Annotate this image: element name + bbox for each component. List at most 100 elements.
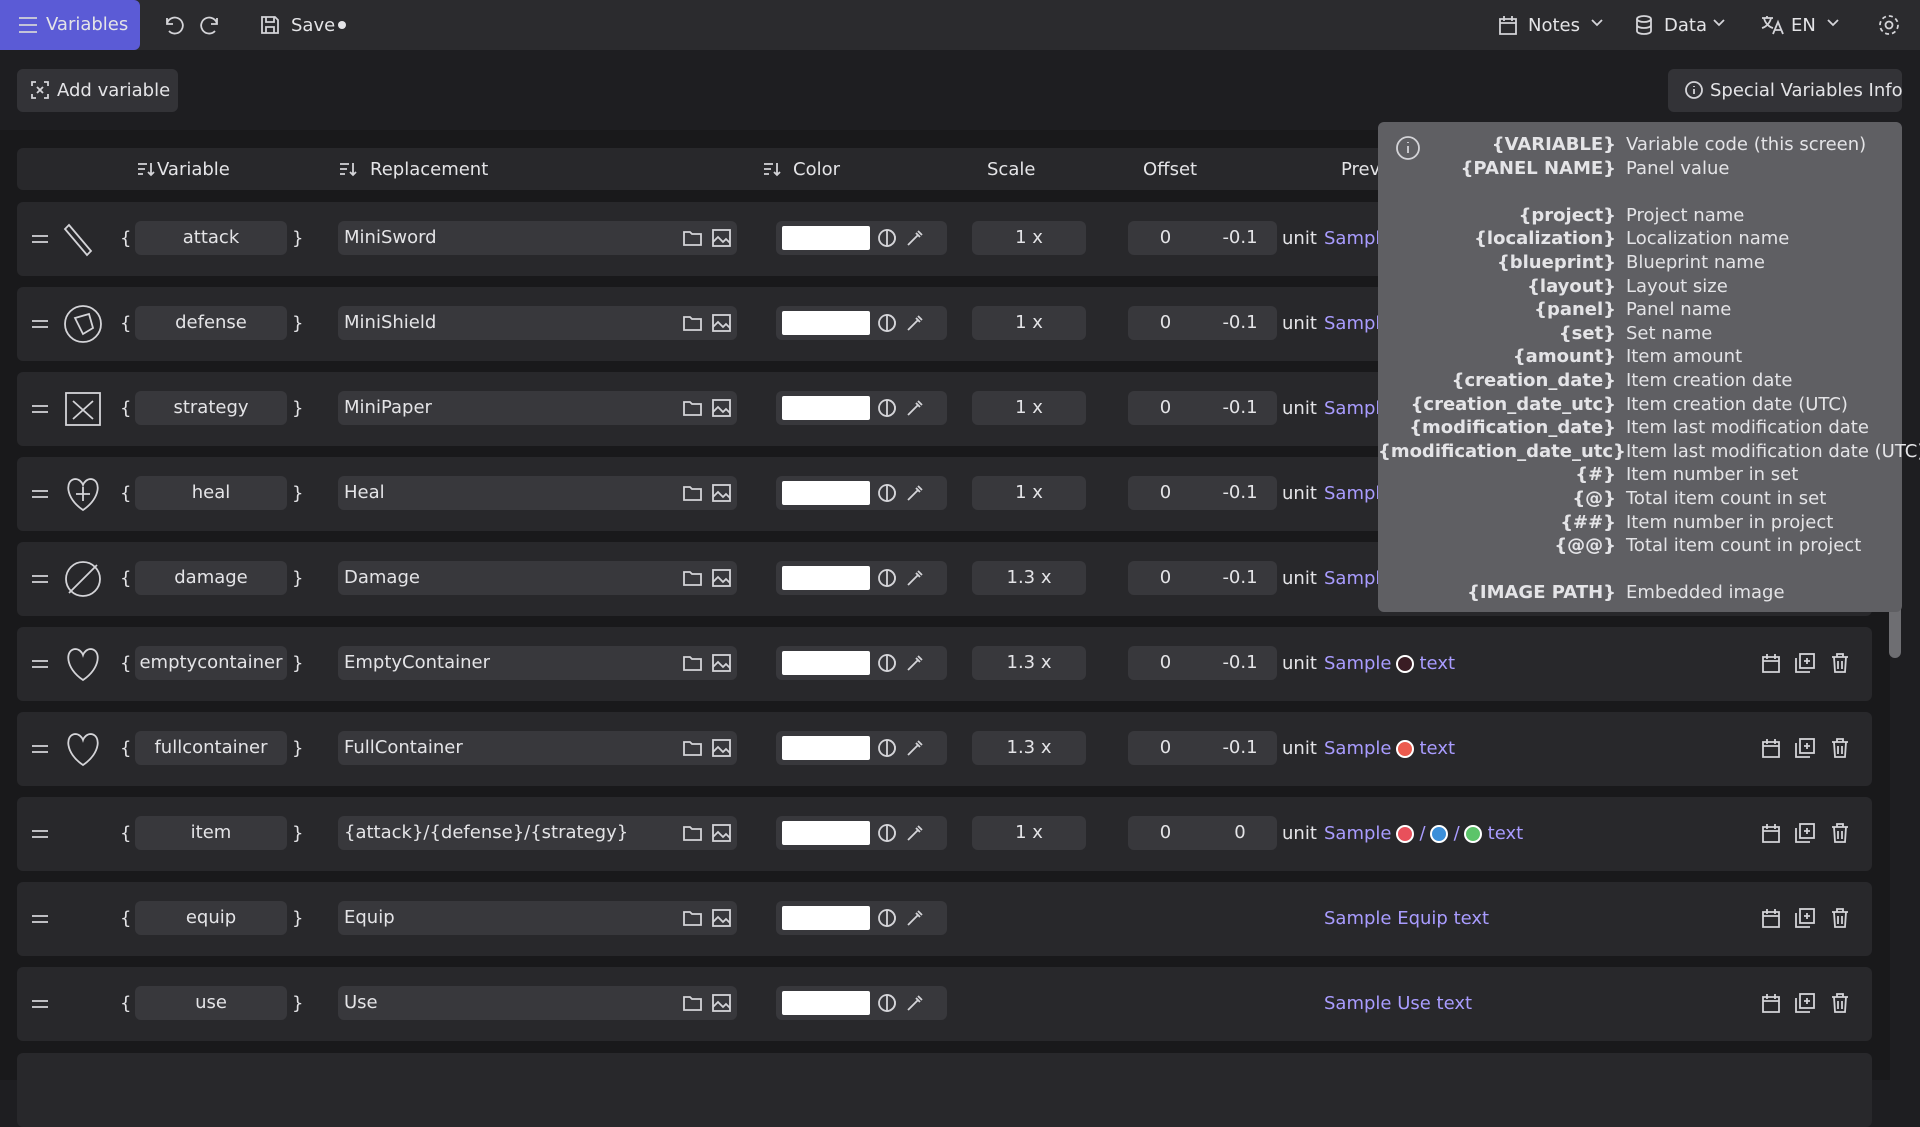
image-icon[interactable] [711,823,733,843]
drag-handle[interactable] [31,744,49,754]
eyedropper-icon[interactable] [905,738,925,758]
contrast-icon[interactable] [877,483,897,503]
delete-icon[interactable] [1829,652,1851,674]
scale-input[interactable]: 1.3 x [972,561,1086,595]
save-label[interactable]: Save [291,15,336,36]
folder-icon[interactable] [682,908,704,928]
menu-button[interactable]: Variables [0,0,140,50]
drag-handle[interactable] [31,914,49,924]
eyedropper-icon[interactable] [905,483,925,503]
drag-handle[interactable] [31,404,49,414]
color-input[interactable] [776,391,947,425]
replacement-input[interactable]: {attack}/{defense}/{strategy} [338,816,737,850]
duplicate-icon[interactable] [1794,737,1816,759]
color-input[interactable] [776,306,947,340]
folder-icon[interactable] [682,568,704,588]
image-icon[interactable] [711,908,733,928]
eyedropper-icon[interactable] [905,908,925,928]
image-icon[interactable] [711,228,733,248]
contrast-icon[interactable] [877,313,897,333]
eyedropper-icon[interactable] [905,653,925,673]
replacement-input[interactable]: Use [338,986,737,1020]
image-icon[interactable] [711,398,733,418]
sort-icon[interactable] [762,161,782,177]
scale-input[interactable]: 1 x [972,476,1086,510]
eyedropper-icon[interactable] [905,568,925,588]
folder-icon[interactable] [682,738,704,758]
variable-input[interactable]: damage [135,561,287,595]
color-input[interactable] [776,731,947,765]
image-icon[interactable] [711,568,733,588]
image-icon[interactable] [711,483,733,503]
delete-icon[interactable] [1829,822,1851,844]
image-icon[interactable] [711,993,733,1013]
image-icon[interactable] [711,653,733,673]
replacement-input[interactable]: EmptyContainer [338,646,737,680]
folder-icon[interactable] [682,313,704,333]
replacement-input[interactable]: Heal [338,476,737,510]
settings[interactable] [1877,13,1901,37]
calendar-icon[interactable] [1760,737,1782,759]
scale-input[interactable]: 1 x [972,816,1086,850]
contrast-icon[interactable] [877,653,897,673]
variable-input[interactable]: emptycontainer [135,646,287,680]
variable-input[interactable]: heal [135,476,287,510]
calendar-icon[interactable] [1760,992,1782,1014]
eyedropper-icon[interactable] [905,228,925,248]
variable-input[interactable]: use [135,986,287,1020]
calendar-icon[interactable] [1760,907,1782,929]
replacement-input[interactable]: MiniSword [338,221,737,255]
scale-input[interactable]: 1.3 x [972,731,1086,765]
drag-handle[interactable] [31,829,49,839]
folder-icon[interactable] [682,228,704,248]
sort-icon[interactable] [338,161,358,177]
contrast-icon[interactable] [877,993,897,1013]
delete-icon[interactable] [1829,907,1851,929]
offset-input[interactable]: 0 -0.1 [1128,731,1277,765]
contrast-icon[interactable] [877,823,897,843]
eyedropper-icon[interactable] [905,313,925,333]
replacement-input[interactable]: MiniPaper [338,391,737,425]
scale-input[interactable]: 1 x [972,391,1086,425]
contrast-icon[interactable] [877,398,897,418]
folder-icon[interactable] [682,993,704,1013]
variable-input[interactable]: attack [135,221,287,255]
color-input[interactable] [776,646,947,680]
replacement-input[interactable]: Equip [338,901,737,935]
duplicate-icon[interactable] [1794,652,1816,674]
folder-icon[interactable] [682,398,704,418]
offset-input[interactable]: 0 -0.1 [1128,221,1277,255]
drag-handle[interactable] [31,489,49,499]
folder-icon[interactable] [682,483,704,503]
variable-input[interactable]: equip [135,901,287,935]
scale-input[interactable]: 1 x [972,306,1086,340]
delete-icon[interactable] [1829,992,1851,1014]
eyedropper-icon[interactable] [905,993,925,1013]
replacement-input[interactable]: Damage [338,561,737,595]
calendar-icon[interactable] [1760,652,1782,674]
color-input[interactable] [776,476,947,510]
notes-menu[interactable]: Notes [1528,15,1580,36]
color-input[interactable] [776,816,947,850]
drag-handle[interactable] [31,659,49,669]
color-input[interactable] [776,561,947,595]
sort-icon[interactable] [136,161,156,177]
duplicate-icon[interactable] [1794,907,1816,929]
data-menu[interactable]: Data [1664,15,1707,36]
replacement-input[interactable]: MiniShield [338,306,737,340]
folder-icon[interactable] [682,653,704,673]
contrast-icon[interactable] [877,568,897,588]
delete-icon[interactable] [1829,737,1851,759]
folder-icon[interactable] [682,823,704,843]
add-variable-button[interactable]: Add variable [17,69,178,112]
offset-input[interactable]: 0 -0.1 [1128,391,1277,425]
variable-input[interactable]: strategy [135,391,287,425]
contrast-icon[interactable] [877,738,897,758]
drag-handle[interactable] [31,999,49,1009]
drag-handle[interactable] [31,319,49,329]
variable-input[interactable]: defense [135,306,287,340]
calendar-icon[interactable] [1760,822,1782,844]
drag-handle[interactable] [31,234,49,244]
scale-input[interactable]: 1 x [972,221,1086,255]
contrast-icon[interactable] [877,228,897,248]
